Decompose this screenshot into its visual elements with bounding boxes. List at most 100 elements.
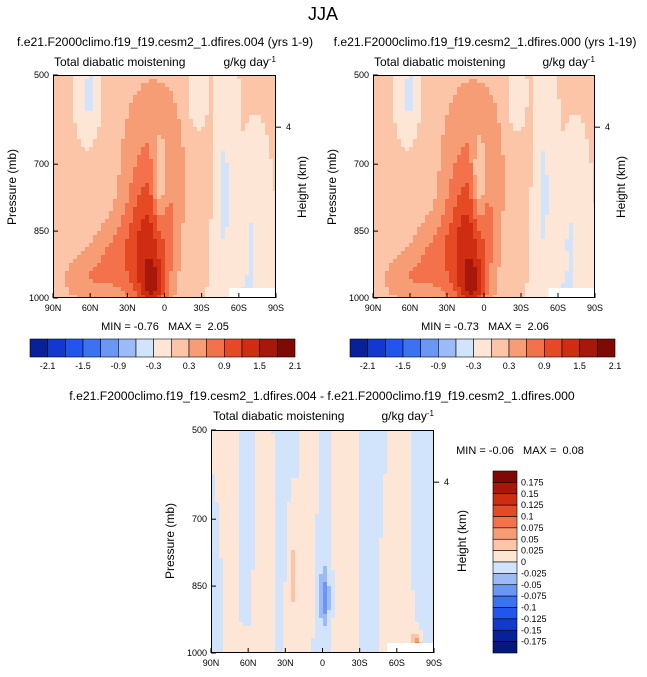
contour-cell	[441, 191, 446, 196]
contour-cell	[53, 147, 58, 152]
contour-cell	[425, 139, 430, 144]
contour-cell	[169, 239, 174, 244]
contour-cell	[221, 147, 226, 152]
contour-cell	[533, 183, 538, 188]
contour-cell	[257, 147, 262, 152]
contour-cell	[405, 187, 410, 192]
contour-cell	[193, 215, 198, 220]
contour-cell	[149, 83, 154, 88]
contour-cell	[417, 203, 422, 208]
contour-cell	[569, 171, 574, 176]
contour-cell	[437, 99, 442, 104]
contour-cell	[65, 203, 70, 208]
contour-cell	[69, 87, 74, 92]
contour-cell	[193, 87, 198, 92]
contour-cell	[373, 187, 378, 192]
contour-cell	[73, 135, 78, 140]
contour-cell	[217, 227, 222, 232]
colorbar-box	[82, 338, 101, 358]
contour-cell	[385, 183, 390, 188]
contour-cell	[121, 183, 126, 188]
contour-cell	[249, 91, 254, 96]
contour-cell	[65, 259, 70, 264]
contour-cell	[149, 279, 154, 284]
contour-cell	[269, 151, 274, 156]
contour-cell	[69, 263, 74, 268]
contour-cell	[405, 83, 410, 88]
contour-cell	[553, 195, 558, 200]
contour-cell	[97, 183, 102, 188]
contour-cell	[161, 207, 166, 212]
contour-cell	[545, 119, 550, 124]
contour-cell	[409, 131, 414, 136]
contour-cell	[253, 243, 258, 248]
contour-cell	[205, 99, 210, 104]
contour-cell	[413, 203, 418, 208]
contour-cell	[61, 135, 66, 140]
contour-cell	[557, 127, 562, 132]
contour-cell	[145, 139, 150, 144]
contour-cell	[453, 143, 458, 148]
contour-cell	[125, 115, 130, 120]
contour-cell	[429, 151, 434, 156]
contour-cell	[389, 91, 394, 96]
contour-cell	[89, 207, 94, 212]
contour-cell	[125, 231, 130, 236]
contour-cell	[133, 259, 138, 264]
contour-cell	[237, 119, 242, 124]
contour-cell	[533, 159, 538, 164]
contour-cell	[85, 83, 90, 88]
contour-cell	[261, 283, 266, 288]
contour-cell	[589, 135, 594, 140]
contour-cell	[585, 75, 590, 80]
contour-cell	[185, 239, 190, 244]
contour-cell	[553, 139, 558, 144]
contour-cell	[265, 247, 270, 252]
contour-cell	[205, 107, 210, 112]
contour-cell	[489, 111, 494, 116]
contour-cell	[445, 111, 450, 116]
contour-cell	[273, 79, 276, 84]
contour-cell	[257, 79, 262, 84]
contour-cell	[457, 163, 462, 168]
contour-cell	[101, 207, 106, 212]
contour-cell	[261, 179, 266, 184]
contour-cell	[165, 235, 170, 240]
contour-cell	[529, 191, 534, 196]
contour-cell	[181, 159, 186, 164]
contour-cell	[493, 83, 498, 88]
contour-cell	[77, 255, 82, 260]
contour-cell	[89, 251, 94, 256]
contour-cell	[217, 167, 222, 172]
contour-cell	[153, 287, 158, 292]
contour-cell	[513, 95, 518, 100]
contour-cell	[585, 123, 590, 128]
contour-cell	[385, 83, 390, 88]
contour-cell	[109, 183, 114, 188]
contour-cell	[157, 123, 162, 128]
contour-cell	[553, 147, 558, 152]
contour-cell	[229, 231, 234, 236]
contour-cell	[221, 179, 226, 184]
contour-cell	[93, 295, 98, 298]
contour-cell	[185, 167, 190, 172]
contour-cell	[145, 159, 150, 164]
contour-cell	[205, 251, 210, 256]
contour-cell	[253, 247, 258, 252]
contour-cell	[117, 235, 122, 240]
contour-cell	[197, 191, 202, 196]
contour-cell	[269, 163, 274, 168]
contour-cell	[585, 111, 590, 116]
contour-cell	[69, 147, 74, 152]
contour-cell	[377, 195, 382, 200]
contour-cell	[181, 95, 186, 100]
contour-cell	[73, 123, 78, 128]
contour-cell	[153, 259, 158, 264]
contour-cell	[141, 187, 146, 192]
contour-cell	[373, 167, 378, 172]
contour-cell	[269, 191, 274, 196]
contour-cell	[145, 235, 150, 240]
contour-cell	[53, 219, 58, 224]
contour-cell	[433, 175, 438, 180]
contour-cell	[557, 123, 562, 128]
